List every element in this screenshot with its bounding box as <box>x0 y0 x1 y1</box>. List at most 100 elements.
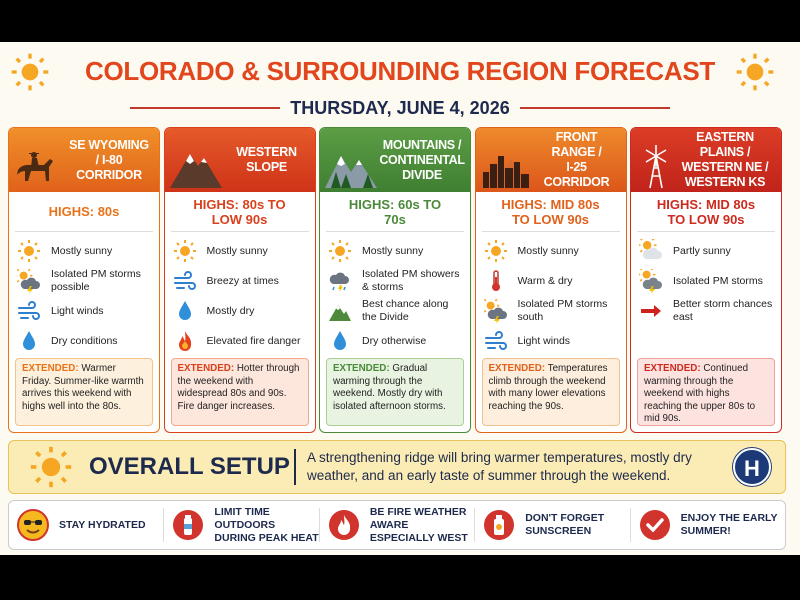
icon-part <box>26 529 40 534</box>
icon-part <box>482 156 529 188</box>
region-title-line: MOUNTAINS / <box>382 137 462 152</box>
extended-text: Warmer Friday. Summer-like warmth arrive… <box>22 363 144 412</box>
divider <box>294 449 296 485</box>
forecast-item-text: Warm & dry <box>517 274 573 287</box>
forecast-item: Mostly sunny <box>173 236 307 266</box>
region-items: Partly sunny Isolated PM storms Better sto… <box>631 232 781 326</box>
forecast-item-text: Dry conditions <box>51 334 118 347</box>
extended-label: EXTENDED: <box>22 363 79 374</box>
forecast-item-text: Elevated fire danger <box>206 334 301 347</box>
icon-part <box>38 57 45 64</box>
tips: STAY HYDRATED LIMIT TIME OUTDOORS DURING … <box>8 500 786 550</box>
extended-outlook: EXTENDED: Warmer Friday. Summer-like war… <box>15 358 153 426</box>
icon-part <box>20 242 24 246</box>
icon-part <box>189 256 194 260</box>
forecast-item: Better storm chances east <box>639 296 773 326</box>
icon-part <box>484 331 507 350</box>
region-title-line: WESTERN NE / <box>681 160 769 174</box>
forecast-item: Mostly sunny <box>17 236 151 266</box>
icon-part <box>496 524 503 530</box>
icon-part <box>17 159 53 181</box>
rule <box>130 107 281 109</box>
tip-text: STAY HYDRATED <box>59 518 146 531</box>
icon-part <box>335 246 345 256</box>
forecast-item-text: Light winds <box>51 304 104 317</box>
icon-part <box>763 57 770 64</box>
icon-part <box>29 153 39 154</box>
extended-text: Gradual warming through the weekend. Mos… <box>333 363 446 412</box>
region-title: EASTERN PLAINS / WESTERN NE / WESTERN KS <box>675 128 775 192</box>
icon-part <box>332 286 346 291</box>
forecast-item: Mostly sunny <box>328 236 462 266</box>
icon-part <box>38 80 45 87</box>
icon-part <box>500 242 505 246</box>
region-title-line: WESTERN <box>236 145 297 159</box>
icon-part <box>494 277 497 286</box>
icon-part <box>496 515 503 519</box>
icon-part <box>175 256 180 260</box>
icon-part <box>486 301 495 310</box>
icon-part <box>639 278 643 282</box>
icon <box>178 301 191 320</box>
icon-part <box>641 305 661 317</box>
forecast-item-text: Mostly sunny <box>51 244 113 257</box>
icon <box>484 240 507 262</box>
forecast-item-text: Mostly dry <box>206 304 255 317</box>
forecast-item-text: Isolated PM storms <box>673 274 763 287</box>
icon-part <box>173 282 196 290</box>
forecast-item-text: Mostly sunny <box>206 244 268 257</box>
icon-part <box>483 299 486 302</box>
icon-part <box>740 57 747 64</box>
extended-outlook: EXTENDED: Temperatures climb through the… <box>481 358 620 426</box>
icon <box>325 156 377 188</box>
icon-part <box>486 256 491 260</box>
icon-part <box>345 242 349 246</box>
icon-part <box>736 53 774 91</box>
icon-part <box>642 240 652 250</box>
icon <box>483 299 507 323</box>
icon-part <box>18 301 40 320</box>
icon <box>639 269 662 293</box>
icon <box>329 272 349 292</box>
icon-part <box>651 239 655 241</box>
icon-part <box>336 305 340 310</box>
extended-label: EXTENDED: <box>333 363 390 374</box>
icon-part <box>649 155 657 189</box>
region-title-line: SLOPE <box>246 160 287 174</box>
icon-part <box>490 246 501 256</box>
icon-part <box>491 283 500 291</box>
icon-part <box>520 174 529 188</box>
icon-part <box>179 246 190 256</box>
forecast-item-text: Mostly sunny <box>517 244 579 257</box>
icon-part <box>763 80 770 87</box>
forecast-item-text: Better storm chances east <box>673 298 773 323</box>
icon <box>328 510 359 540</box>
icon-part <box>24 246 34 256</box>
extended-label: EXTENDED: <box>177 363 235 374</box>
icon-part <box>642 247 662 259</box>
icon <box>17 509 49 541</box>
forecast-item: Isolated PM showers & storms <box>328 266 462 296</box>
icon-part <box>497 156 504 188</box>
tip: BE FIRE WEATHER AWARE ESPECIALLY WEST <box>320 506 476 544</box>
icon-part <box>27 286 33 293</box>
region-title-line: FRONT RANGE / <box>551 130 602 159</box>
icon-part <box>639 239 643 241</box>
icon-part <box>30 446 72 488</box>
icon-part <box>493 316 500 323</box>
icon <box>17 152 53 181</box>
icon-part <box>345 256 349 260</box>
forecast-item: Mostly sunny <box>484 236 618 266</box>
icon-part <box>178 301 191 320</box>
icon-part <box>35 520 42 525</box>
icon-part <box>341 174 351 188</box>
icon-part <box>173 271 196 290</box>
infographic: COLORADO & SURROUNDING REGION FORECAST T… <box>0 42 800 555</box>
icon <box>639 510 670 540</box>
icon-part <box>487 307 507 319</box>
icon-part <box>655 155 663 189</box>
icon-part <box>331 242 335 246</box>
icon-part <box>484 240 507 262</box>
forecast-item: Isolated PM storms <box>639 266 773 296</box>
region-column: FRONT RANGE / I-25 CORRIDOR HIGHS: MID 80s… <box>474 127 627 433</box>
